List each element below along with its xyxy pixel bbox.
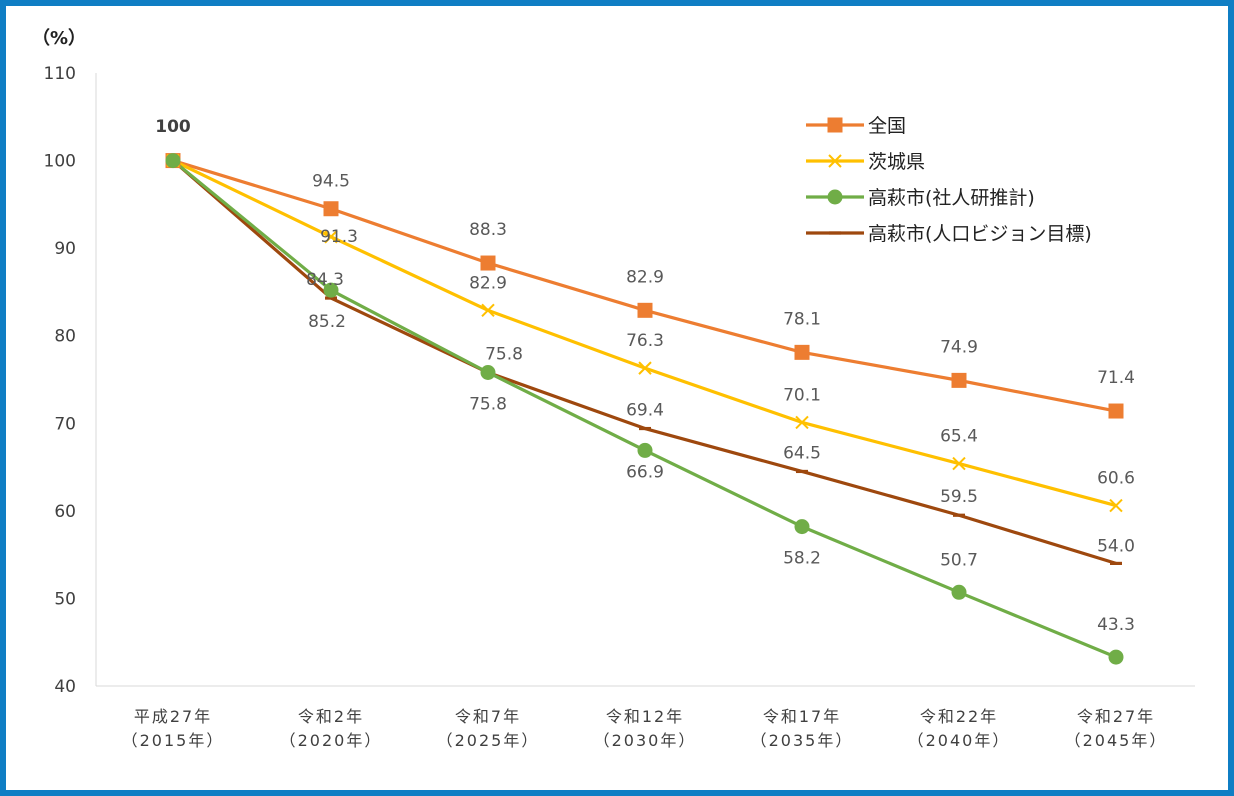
point-marker [1108,649,1124,665]
data-label: 50.7 [940,550,978,570]
point-labels: 100 94.5 88.3 82.9 78.1 74.9 71.4 91.3 82.9 76.3 7… [155,117,1135,635]
data-label: 75.8 [469,394,507,414]
legend-label: 高萩市(人口ビジョン目標) [868,223,1092,245]
data-label: 66.9 [626,462,664,482]
x-tick-label-line: （2025年） [437,731,540,750]
point-marker [1108,403,1124,419]
legend-label: 茨城県 [868,151,925,173]
point-marker [480,364,496,380]
data-label: 65.4 [940,427,978,447]
y-tick-label: 100 [44,152,76,172]
series-lines [165,153,1124,665]
point-marker [951,584,967,600]
y-tick-label: 80 [54,327,76,347]
x-tick-label: 令和12年 （2030年） [594,707,697,750]
data-label: 91.3 [320,227,358,247]
point-marker [828,154,842,168]
point-marker [795,415,809,430]
x-tick-label: 令和22年 （2040年） [908,707,1011,750]
y-tick-label: 60 [54,502,76,522]
data-label: 60.6 [1097,469,1135,489]
x-tick-label: 令和2年 （2020年） [280,707,383,750]
point-marker [1109,498,1123,513]
x-tick-label-line: （2045年） [1065,731,1168,750]
point-marker [638,361,652,375]
point-marker [637,442,653,458]
x-tick-label-line: （2030年） [594,731,697,750]
x-tick-label-line: 令和17年 [763,707,841,726]
y-tick-label: 70 [54,414,76,434]
data-label: 70.1 [783,385,821,405]
data-label: 58.2 [783,549,821,569]
data-label: 75.8 [485,344,523,364]
x-tick-label-line: （2020年） [280,731,383,750]
x-tick-label-line: 令和22年 [920,707,998,726]
data-label: 94.5 [312,172,350,192]
x-tick-label-line: 令和12年 [606,707,684,726]
y-unit-label: （%） [32,28,86,49]
legend-label: 全国 [868,115,906,137]
point-marker [480,255,496,271]
axes: （%） 40 50 60 70 80 90 100 110 平成27年 （2015年） 令和2年 （20… [32,28,1195,750]
x-tick-label: 令和7年 （2025年） [437,707,540,750]
point-marker [951,372,967,388]
data-label: 59.5 [940,487,978,507]
data-label: 88.3 [469,220,507,240]
point-marker [794,519,810,535]
point-marker [827,189,843,205]
data-label: 43.3 [1097,615,1135,635]
data-label: 69.4 [626,401,664,421]
x-tick-label-line: （2035年） [751,731,854,750]
x-tick-label-line: （2040年） [908,731,1011,750]
x-tick-label: 令和27年 （2045年） [1065,707,1168,750]
data-label: 82.9 [626,267,664,287]
point-marker [481,303,495,318]
point-marker [637,302,653,318]
data-label: 64.5 [783,443,821,463]
data-label: 71.4 [1097,368,1135,388]
point-marker [323,282,339,298]
data-label: 76.3 [626,331,664,351]
point-marker [323,201,339,217]
y-tick-label: 110 [44,64,76,84]
point-marker [794,344,810,360]
point-marker [324,230,338,244]
data-label: 78.1 [783,309,821,329]
y-tick-label: 50 [54,589,76,609]
x-tick-label-line: 令和7年 [455,707,521,726]
x-tick-label-line: 令和2年 [298,707,364,726]
data-label: 54.0 [1097,536,1135,556]
data-label: 74.9 [940,337,978,357]
point-marker [165,153,181,169]
y-tick-label: 90 [54,239,76,259]
data-label: 82.9 [469,273,507,293]
x-tick-label-line: 平成27年 [134,707,212,726]
x-tick-label: 令和17年 （2035年） [751,707,854,750]
data-label: 84.3 [306,270,344,290]
x-tick-label-line: 令和27年 [1077,707,1155,726]
data-label: 100 [155,117,191,137]
point-marker [827,117,843,133]
x-tick-label: 平成27年 （2015年） [122,707,225,750]
data-label: 85.2 [308,312,346,332]
point-marker [952,456,966,471]
y-tick-label: 40 [54,677,76,697]
x-tick-label-line: （2015年） [122,731,225,750]
legend-label: 高萩市(社人研推計) [868,187,1035,209]
